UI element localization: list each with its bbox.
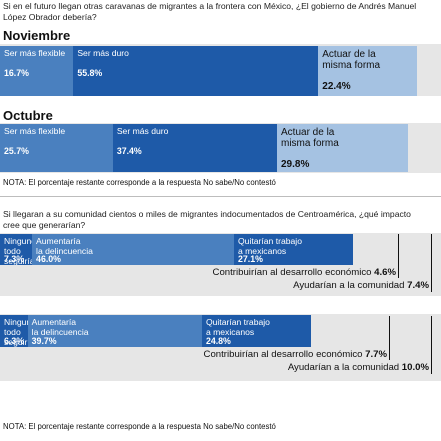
- annotation-text: Contribuirían al desarrollo económico: [203, 349, 366, 360]
- annotation-text: Ayudarían a la comunidad: [287, 362, 402, 373]
- annotation-tick: [389, 316, 390, 360]
- segment-value: 24.8%: [205, 336, 231, 346]
- annotation-value: 7.7%: [365, 349, 387, 360]
- annotations-noviembre-2: Contribuirían al desarrollo económico 4.…: [0, 234, 441, 296]
- segment-value: 7.3%: [4, 254, 25, 264]
- segment-label: Actuar de la misma forma: [281, 127, 339, 149]
- segment-value: 46.0%: [36, 254, 61, 264]
- question-1: Si en el futuro llegan otras caravanas d…: [3, 1, 417, 22]
- segment-label: Ser más flexible: [4, 48, 66, 58]
- segment-value: 37.4%: [116, 146, 142, 156]
- segment-label: Aumentaría la delincuencia: [31, 317, 89, 337]
- bar-segment: Aumentaría la delincuencia 46.0%: [32, 234, 234, 265]
- stacked-bar-noviembre-2: Ninguno, todo seguiría igual7.3%Aumentar…: [0, 234, 441, 265]
- annotation-text: Ayudarían a la comunidad: [293, 280, 408, 291]
- stacked-bar-noviembre-1: Ser más flexible 16.7% Ser más duro 55.8% Ac…: [0, 46, 441, 96]
- annotation-tick: [398, 234, 399, 278]
- annotation-label: Contribuirían al desarrollo económico 7.…: [204, 349, 387, 360]
- note-2: NOTA: El porcentaje restante corresponde…: [3, 422, 276, 431]
- segment-value: 55.8%: [77, 68, 103, 78]
- stacked-bar-octubre-2: Ninguno, todo seguiría igual6.3%Aumentar…: [0, 315, 441, 347]
- segment-value: 39.7%: [31, 336, 57, 346]
- bar-segment: Actuar de la misma forma 29.8%: [277, 124, 408, 172]
- annotation-value: 10.0%: [401, 362, 429, 373]
- segment-label: Quitarían trabajo a mexicanos: [205, 317, 270, 337]
- annotations-octubre-2: Contribuirían al desarrollo económico 7.…: [0, 316, 441, 381]
- segment-value: 6.3%: [4, 336, 25, 346]
- segment-value: 16.7%: [4, 68, 29, 78]
- note-1: NOTA: El porcentaje restante corresponde…: [3, 178, 276, 187]
- segment-label: Ser más flexible: [4, 126, 66, 136]
- segment-label: Quitarían trabajo a mexicanos: [237, 236, 302, 256]
- bar-segment: Actuar de la misma forma 22.4%: [318, 46, 417, 96]
- period-label: Octubre: [3, 108, 53, 123]
- segment-label: Ser más duro: [77, 48, 129, 58]
- annotation-text: Contribuirían al desarrollo económico: [212, 267, 375, 278]
- question-2: Si llegaran a su comunidad cientos o mil…: [3, 209, 411, 230]
- bar-segment: Quitarían trabajo a mexicanos 27.1%: [233, 234, 353, 265]
- annotation-label: Contribuirían al desarrollo económico 4.…: [213, 267, 396, 278]
- divider: [0, 196, 441, 197]
- bar-segment: Ser más duro 55.8%: [73, 46, 319, 96]
- segment-label: Actuar de la misma forma: [322, 49, 381, 71]
- annotation-label: Ayudarían a la comunidad 10.0%: [288, 362, 429, 373]
- segment-label: Ninguno, todo seguiría igual: [4, 317, 28, 347]
- segment-value: 22.4%: [322, 81, 351, 92]
- bar-segment: Ser más flexible 25.7%: [0, 124, 113, 172]
- bar-segment: Quitarían trabajo a mexicanos 24.8%: [201, 315, 311, 347]
- segment-label: Ninguno, todo seguiría igual: [4, 236, 33, 265]
- stacked-bar-octubre-1: Ser más flexible 25.7% Ser más duro 37.4% Ac…: [0, 124, 441, 172]
- annotation-label: Ayudarían a la comunidad 7.4%: [293, 280, 429, 291]
- annotation-tick: [431, 234, 432, 292]
- period-label: Noviembre: [3, 28, 71, 43]
- segment-label: Ser más duro: [116, 126, 169, 136]
- bar-segment: Ser más flexible 16.7%: [0, 46, 74, 96]
- segment-label: Aumentaría la delincuencia: [36, 236, 93, 256]
- annotation-value: 4.6%: [374, 267, 396, 278]
- bar-segment: Ninguno, todo seguiría igual6.3%: [0, 315, 28, 347]
- annotation-value: 7.4%: [407, 280, 429, 291]
- segment-value: 25.7%: [4, 146, 29, 156]
- bar-segment: Aumentaría la delincuencia 39.7%: [27, 315, 202, 347]
- annotation-tick: [431, 316, 432, 374]
- bar-segment: Ninguno, todo seguiría igual7.3%: [0, 234, 33, 265]
- segment-value: 29.8%: [281, 159, 310, 170]
- bar-segment: Ser más duro 37.4%: [112, 124, 277, 172]
- segment-value: 27.1%: [237, 254, 263, 264]
